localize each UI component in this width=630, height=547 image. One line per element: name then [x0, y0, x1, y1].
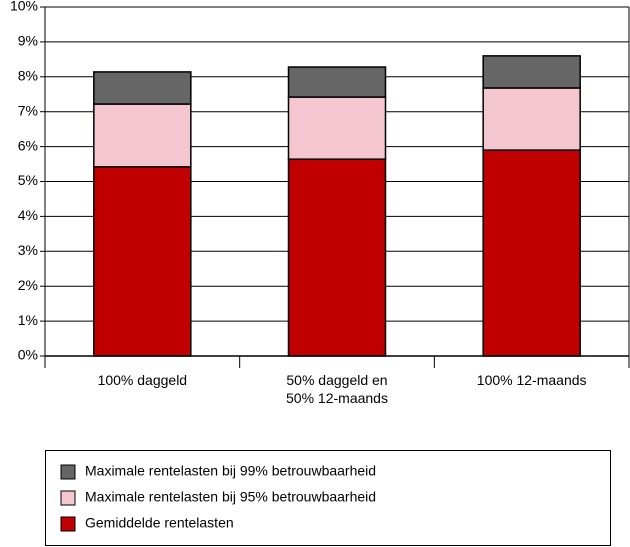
legend-swatch	[60, 464, 76, 480]
legend-box	[45, 450, 611, 546]
y-tick-label: 5%	[18, 172, 38, 188]
bar-segment	[287, 66, 387, 98]
x-tick-label: 100% daggeld	[97, 372, 188, 388]
bar-segment	[93, 103, 192, 168]
bar-segment	[482, 55, 581, 89]
y-tick-label: 3%	[18, 242, 38, 258]
y-tick-label: 8%	[18, 68, 38, 84]
y-tick-label: 1%	[18, 312, 38, 328]
y-tick-label: 9%	[18, 33, 38, 49]
x-tick-label: 100% 12-maands	[476, 372, 587, 388]
x-tick-label: 50% daggeld en 50% 12-maands	[286, 372, 388, 406]
legend-swatch	[60, 490, 76, 506]
bar-segment	[93, 166, 192, 357]
y-tick-label: 2%	[18, 277, 38, 293]
legend-label: Maximale rentelasten bij 95% betrouwbaar…	[85, 489, 376, 505]
bar-segment	[287, 96, 387, 160]
bar-segment	[287, 158, 387, 357]
y-tick-label: 0%	[18, 347, 38, 363]
bar-segment	[482, 149, 581, 357]
y-tick-label: 6%	[18, 137, 38, 153]
bar-segment	[93, 71, 192, 105]
y-tick-label: 10%	[10, 0, 38, 14]
y-tick-label: 7%	[18, 102, 38, 118]
legend-swatch	[60, 516, 76, 532]
y-tick-label: 4%	[18, 207, 38, 223]
legend-label: Maximale rentelasten bij 99% betrouwbaar…	[85, 463, 376, 479]
bar-segment	[482, 87, 581, 151]
legend-label: Gemiddelde rentelasten	[85, 515, 234, 531]
